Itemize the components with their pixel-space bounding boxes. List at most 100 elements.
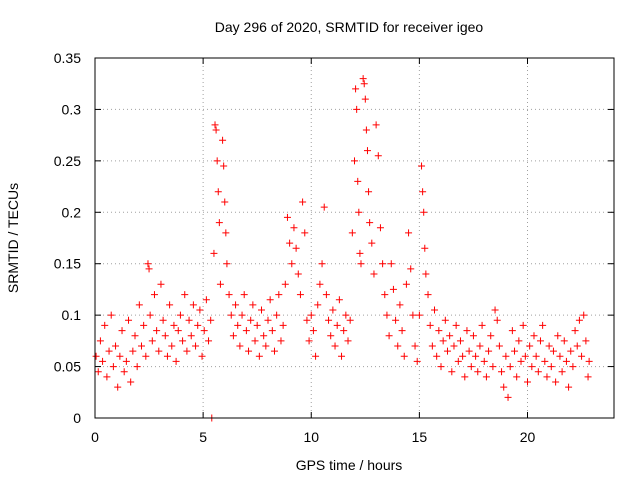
x-tick-label: 0: [91, 429, 99, 445]
data-point: [411, 342, 419, 350]
data-point: [200, 327, 208, 335]
data-point: [166, 301, 174, 309]
data-point: [144, 260, 152, 268]
data-point: [314, 301, 322, 309]
data-point: [431, 306, 439, 314]
data-point: [452, 321, 460, 329]
data-point: [238, 311, 246, 319]
data-point: [558, 368, 566, 376]
data-point: [374, 152, 382, 160]
x-tick-label: 15: [412, 429, 428, 445]
data-point: [240, 291, 248, 299]
data-point: [105, 347, 113, 355]
data-point: [491, 306, 499, 314]
data-point: [221, 198, 229, 206]
data-point: [129, 347, 137, 355]
data-point: [294, 270, 302, 278]
data-point: [329, 306, 337, 314]
data-point: [181, 291, 189, 299]
data-point: [245, 347, 253, 355]
data-point: [273, 311, 281, 319]
data-point: [242, 327, 250, 335]
data-point: [99, 357, 107, 365]
data-points: [92, 75, 593, 422]
data-point: [415, 311, 423, 319]
data-point: [560, 337, 568, 345]
data-point: [220, 162, 228, 170]
data-point: [459, 352, 467, 360]
data-point: [189, 301, 197, 309]
data-point: [463, 327, 471, 335]
data-point: [580, 311, 588, 319]
data-point: [424, 291, 432, 299]
data-point: [536, 337, 544, 345]
data-point: [502, 352, 510, 360]
data-point: [122, 357, 130, 365]
data-point: [196, 306, 204, 314]
data-point: [316, 280, 324, 288]
data-point: [532, 352, 540, 360]
data-point: [153, 327, 161, 335]
data-point: [392, 316, 400, 324]
data-point: [219, 136, 227, 144]
data-point: [534, 368, 542, 376]
data-point: [268, 327, 276, 335]
data-point: [508, 327, 516, 335]
data-point: [281, 280, 289, 288]
data-point: [379, 260, 387, 268]
data-point: [325, 316, 333, 324]
data-point: [335, 296, 343, 304]
data-point: [426, 321, 434, 329]
data-point: [394, 342, 402, 350]
data-point: [519, 321, 527, 329]
data-point: [487, 332, 495, 340]
data-point: [472, 352, 480, 360]
data-point: [266, 296, 274, 304]
data-point: [480, 357, 488, 365]
data-point: [198, 352, 206, 360]
data-point: [547, 363, 555, 371]
data-point: [450, 342, 458, 350]
y-tick-label: 0.1: [62, 307, 82, 323]
data-point: [362, 126, 370, 134]
data-point: [441, 316, 449, 324]
data-point: [461, 373, 469, 381]
data-point: [161, 332, 169, 340]
data-point: [368, 239, 376, 247]
data-point: [338, 352, 346, 360]
data-point: [346, 316, 354, 324]
data-point: [247, 316, 255, 324]
data-point: [437, 363, 445, 371]
data-point: [400, 352, 408, 360]
data-point: [428, 342, 436, 350]
data-point: [418, 162, 426, 170]
data-point: [137, 342, 145, 350]
data-point: [575, 316, 583, 324]
data-point: [370, 270, 378, 278]
data-point: [183, 347, 191, 355]
data-point: [109, 363, 117, 371]
data-point: [303, 316, 311, 324]
data-point: [327, 332, 335, 340]
data-point: [120, 368, 128, 376]
x-tick-label: 10: [303, 429, 319, 445]
data-point: [322, 291, 330, 299]
data-point: [288, 260, 296, 268]
data-point: [340, 327, 348, 335]
data-point: [187, 332, 195, 340]
data-point: [585, 357, 593, 365]
data-point: [539, 321, 547, 329]
data-point: [549, 347, 557, 355]
data-point: [92, 352, 100, 360]
data-point: [389, 285, 397, 293]
data-point: [290, 224, 298, 232]
data-point: [212, 126, 220, 134]
data-point: [255, 352, 263, 360]
data-point: [493, 316, 501, 324]
data-point: [573, 342, 581, 350]
data-point: [351, 157, 358, 165]
data-point: [205, 337, 213, 345]
data-point: [172, 357, 180, 365]
data-point: [359, 75, 367, 83]
